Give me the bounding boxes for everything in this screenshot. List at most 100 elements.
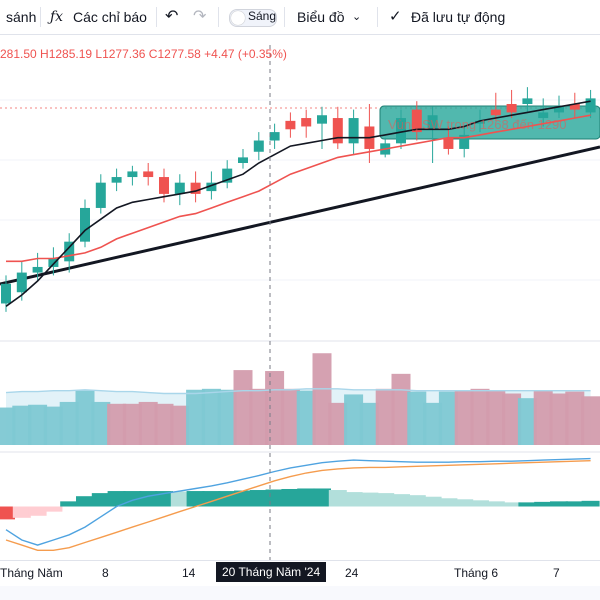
candle-body	[80, 207, 90, 242]
volume-bar	[454, 390, 474, 445]
volume-bar	[28, 404, 48, 445]
macd-histogram-bar	[328, 490, 347, 507]
volume-bar	[375, 388, 395, 445]
candle-body	[174, 182, 185, 194]
macd-histogram-bar	[565, 501, 584, 507]
top-toolbar: sánh ƒx Các chỉ báo ↶ ↷ Sáng Biểu đồ ⌄ ✓…	[0, 0, 600, 35]
macd-histogram-bar	[170, 491, 189, 507]
redo-icon[interactable]: ↷	[193, 8, 207, 25]
candle-body	[443, 137, 454, 149]
candle-body	[411, 109, 422, 133]
candle-body	[206, 182, 217, 192]
zone-annotation: Vùng SW trong 1268 đến 1290	[388, 117, 567, 132]
toolbar-divider	[218, 7, 219, 27]
candle-body	[475, 120, 485, 124]
candle-body	[159, 177, 169, 194]
volume-bar	[359, 402, 379, 445]
macd-histogram-bar	[186, 491, 205, 507]
volume-bar	[344, 394, 364, 445]
volume-bar	[581, 396, 600, 445]
macd-histogram-bar	[76, 496, 94, 507]
ohlc-legend: 281.50 H1285.19 L1277.36 C1277.58 +4.47 …	[0, 47, 287, 61]
macd-histogram-bar	[91, 493, 110, 507]
check-circle-icon: ✓	[389, 8, 402, 25]
x-tick-label: 8	[102, 566, 109, 580]
candle-body	[506, 104, 517, 113]
macd-histogram-bar	[44, 506, 63, 512]
macd-histogram-bar	[534, 501, 553, 507]
x-tick-label: Tháng Năm	[0, 566, 63, 580]
candle-body	[569, 104, 580, 110]
candle-body	[127, 171, 138, 178]
volume-bar	[138, 401, 158, 445]
macd-histogram-bar	[344, 492, 363, 507]
volume-bar	[91, 401, 111, 445]
volume-ma-line	[5, 388, 591, 395]
macd-histogram-bar	[455, 499, 474, 507]
theme-toggle[interactable]	[229, 9, 277, 27]
toolbar-divider	[40, 7, 41, 27]
x-tick-label: 7	[553, 566, 560, 580]
volume-bar	[154, 403, 174, 445]
toggle-knob	[231, 11, 245, 25]
x-tick-label: 24	[345, 566, 359, 580]
chart-menu-button[interactable]: Biểu đồ	[297, 9, 345, 25]
macd-line	[5, 457, 591, 546]
macd-histogram-bar	[550, 501, 568, 507]
macd-histogram-bar	[0, 506, 15, 520]
candle-body	[522, 98, 533, 104]
ma-slow-line	[6, 114, 591, 263]
volume-bar	[502, 393, 522, 445]
macd-histogram-bar	[12, 506, 31, 518]
trend-line	[0, 145, 600, 286]
volume-bar	[43, 406, 63, 445]
macd-histogram-bar	[139, 491, 158, 507]
volume-bar	[75, 390, 95, 445]
candle-body	[538, 112, 549, 119]
macd-histogram-bar	[392, 494, 410, 507]
volume-bar	[170, 405, 190, 445]
candle-body	[222, 168, 233, 183]
toolbar-divider	[284, 7, 285, 27]
candle-body	[111, 177, 122, 183]
candle-body	[238, 157, 248, 163]
macd-histogram-bar	[471, 500, 489, 507]
candle-body	[348, 118, 359, 144]
candle-body	[16, 272, 27, 293]
volume-bar	[280, 388, 300, 445]
macd-histogram-bar	[297, 488, 316, 507]
volume-bar	[438, 391, 458, 445]
volume-bar	[217, 389, 237, 445]
macd-histogram-bar	[376, 493, 395, 507]
candle-body	[269, 132, 280, 141]
candle-body	[301, 118, 312, 127]
candle-body	[64, 241, 75, 262]
volume-bar	[0, 407, 16, 445]
macd-histogram-bar	[360, 492, 379, 507]
x-tick-label: 14	[182, 566, 196, 580]
candle-body	[554, 106, 564, 113]
x-tick-label: Tháng 6	[454, 566, 499, 580]
candle-body	[396, 118, 406, 144]
candle-body	[285, 120, 296, 130]
candle-body	[459, 134, 470, 149]
indicators-button[interactable]: Các chỉ báo	[73, 9, 147, 25]
volume-bar	[423, 402, 443, 445]
macd-histogram-bar	[60, 501, 79, 507]
compare-button[interactable]: sánh	[6, 9, 37, 25]
volume-bar	[565, 391, 585, 445]
toolbar-divider	[156, 7, 157, 27]
fx-icon[interactable]: ƒx	[50, 9, 64, 25]
macd-histogram-bar	[407, 495, 426, 507]
undo-icon[interactable]: ↶	[165, 8, 179, 25]
macd-histogram-bar	[107, 491, 126, 507]
autosave-status[interactable]: Đã lưu tự động	[411, 9, 506, 25]
chevron-down-icon[interactable]: ⌄	[352, 11, 362, 23]
volume-bar	[201, 388, 221, 445]
toolbar-divider	[377, 7, 378, 27]
ma-fast-line	[5, 100, 591, 307]
volume-bar	[328, 402, 348, 445]
volume-bar	[391, 373, 411, 445]
volume-bar	[233, 370, 253, 445]
